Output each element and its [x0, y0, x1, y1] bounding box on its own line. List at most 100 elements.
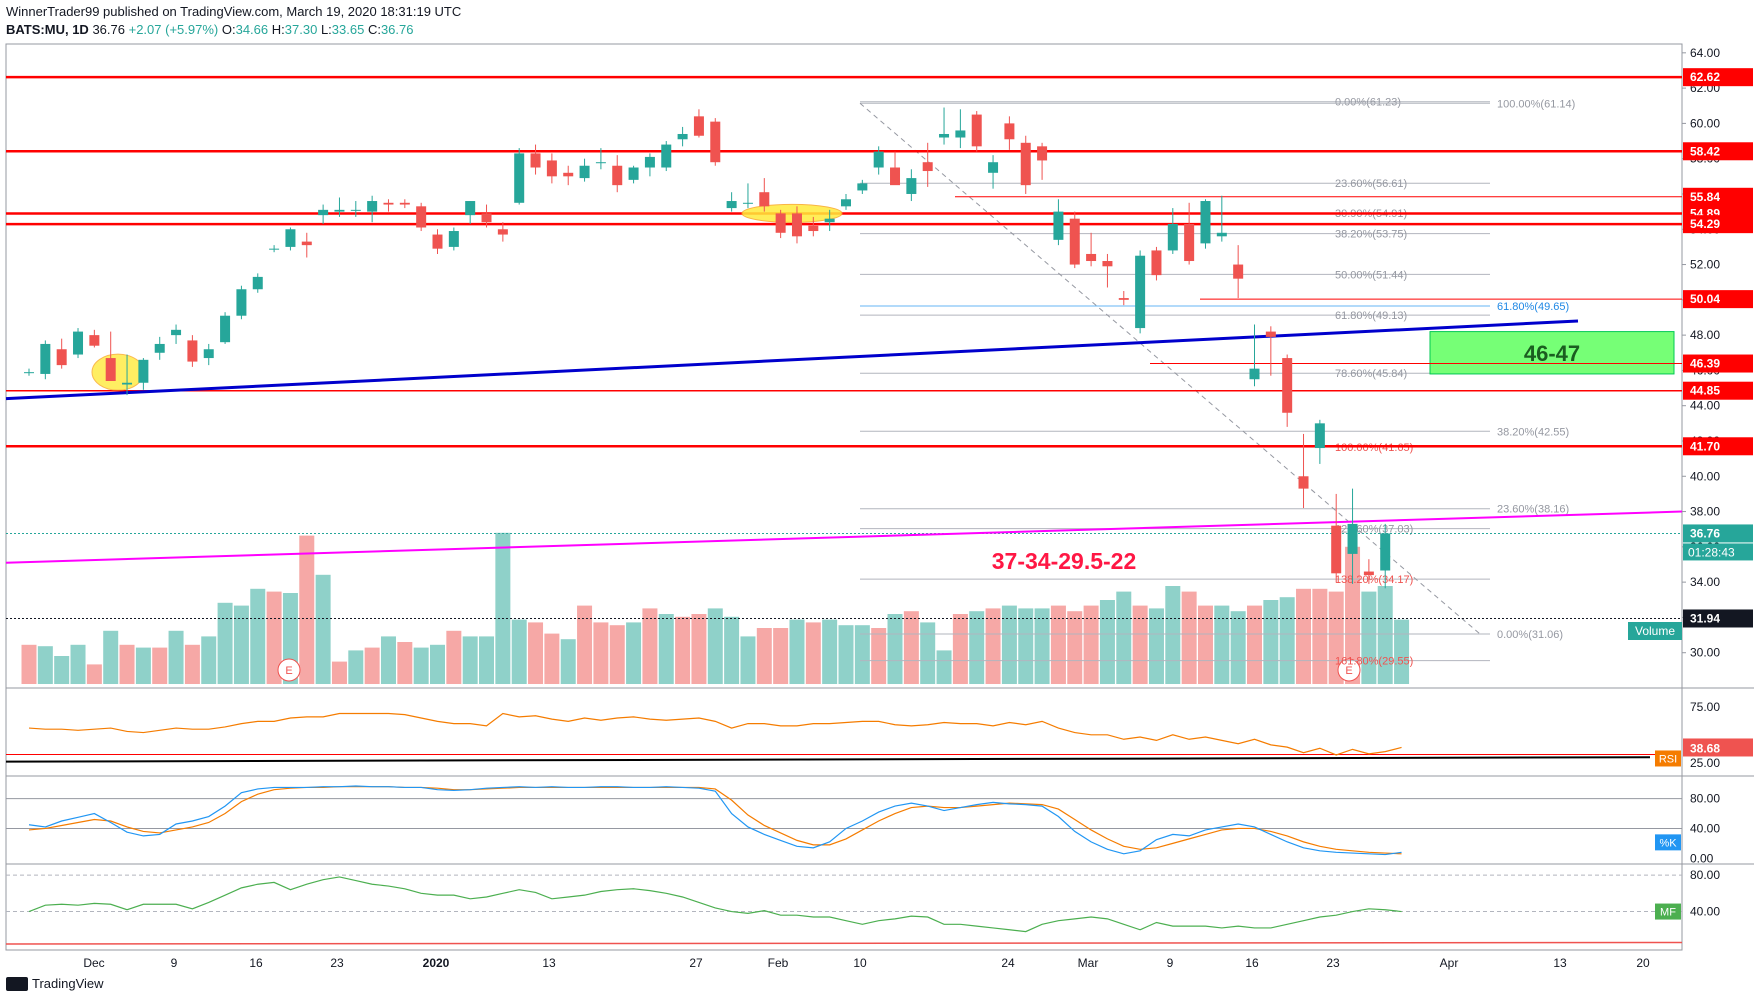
earnings-marker-1 — [1337, 658, 1361, 682]
rsi-tick-label-0: 75.00 — [1690, 700, 1720, 714]
candle-body — [873, 151, 884, 168]
level-axis-tag — [1683, 524, 1753, 543]
time-tick-label-8: 10 — [853, 956, 867, 970]
volume-bar — [1132, 605, 1148, 684]
candle-body — [530, 153, 541, 168]
candle-body — [1314, 423, 1325, 449]
volume-bar — [1230, 611, 1246, 684]
candle-body — [481, 213, 492, 223]
volume-bar — [969, 611, 985, 684]
volume-bar — [854, 625, 870, 684]
volume-bar — [86, 664, 102, 684]
volume-bar — [1099, 600, 1115, 684]
volume-bar — [1067, 611, 1083, 684]
volume-label-tag — [1628, 622, 1682, 640]
candle-body — [122, 382, 133, 385]
fib-retracement-1: 0.00%(61.23)23.60%(56.61)30.90%(54.91)38… — [860, 97, 1490, 668]
candle-body — [906, 178, 917, 194]
target-zone-label: 46-47 — [1524, 341, 1580, 366]
volume-bar — [1394, 619, 1410, 684]
volume-bar — [593, 622, 609, 684]
volume-bar — [446, 630, 462, 684]
volume-bar — [1214, 605, 1230, 684]
candle-body — [1118, 298, 1129, 300]
volume-bar — [1034, 608, 1050, 684]
candle-body — [187, 340, 198, 362]
volume-bar — [887, 614, 903, 684]
volume-bar — [348, 650, 364, 684]
earnings-marker-label-0: E — [285, 665, 292, 677]
volume-bar — [740, 636, 756, 684]
level-axis-tag-label: 44.85 — [1690, 384, 1720, 398]
candle-body — [220, 315, 231, 343]
volume-bar — [822, 619, 838, 684]
earnings-marker-label-1: E — [1345, 665, 1352, 677]
candle-body — [89, 335, 100, 346]
candle-body — [726, 201, 737, 209]
volume-bar — [37, 646, 53, 684]
time-tick-label-1: 9 — [171, 956, 178, 970]
rsi-label: RSI — [1659, 753, 1677, 765]
volume-bar — [397, 642, 413, 684]
symbol-header: BATS:MU, 1D 36.76 +2.07 (+5.97%) O:34.66… — [6, 22, 414, 37]
volume-bar — [871, 628, 887, 684]
stoch-label-tag — [1655, 834, 1681, 851]
price-tick-label-6: 52.00 — [1690, 258, 1720, 272]
level-axis-tag — [1683, 215, 1753, 234]
volume-bar — [560, 639, 576, 684]
countdown-tag — [1683, 543, 1753, 561]
candle-body — [759, 192, 770, 207]
level-axis-tag-label: 46.39 — [1690, 357, 1720, 371]
mf-line — [28, 876, 1402, 933]
candle-body — [546, 160, 557, 177]
stoch-tick-label-1: 40.00 — [1690, 821, 1720, 835]
volume-bar — [1361, 591, 1377, 684]
candle-body — [1380, 533, 1391, 571]
tradingview-footer: TradingView — [6, 976, 104, 991]
stoch-tick-label-2: 0.00 — [1690, 851, 1714, 865]
candle-body — [269, 248, 280, 250]
level-axis-tag-label: 31.94 — [1690, 611, 1720, 625]
candle-body — [1151, 250, 1162, 276]
time-tick-label-6: 27 — [689, 956, 703, 970]
mf-tick-label-1: 40.00 — [1690, 905, 1720, 919]
chart-frame — [5, 43, 1683, 951]
fib2-level-label: 38.20%(42.55) — [1497, 426, 1569, 438]
volume-bar — [920, 622, 936, 684]
candle-body — [40, 343, 51, 374]
volume-bar — [233, 605, 249, 684]
high-value: 37.30 — [284, 22, 318, 37]
time-tick-label-4: 2020 — [423, 956, 450, 970]
volume-bar — [675, 616, 691, 684]
level-axis-tag — [1683, 187, 1753, 206]
fib1-level-label: 38.20%(53.75) — [1335, 229, 1407, 241]
level-axis-tag-label: 58.42 — [1690, 144, 1720, 158]
candle-body — [56, 349, 67, 366]
volume-bar — [299, 535, 315, 684]
volume-label: Volume — [1635, 624, 1675, 638]
candle-body — [791, 213, 802, 237]
time-tick-label-14: Apr — [1440, 956, 1459, 970]
candle-body — [24, 372, 34, 374]
time-tick-label-12: 16 — [1245, 956, 1259, 970]
candle-body — [1282, 358, 1293, 413]
time-tick-label-15: 13 — [1553, 956, 1567, 970]
level-axis-tag-label: 41.70 — [1690, 439, 1720, 453]
price-tick-label-17: 30.00 — [1690, 646, 1720, 660]
fib1-level-label: 0.00%(61.23) — [1335, 97, 1401, 109]
volume-bar — [152, 647, 168, 684]
level-axis-tag — [1683, 354, 1753, 373]
stoch-tick-label-0: 80.00 — [1690, 792, 1720, 806]
volume-bar — [21, 644, 37, 684]
countdown-label: 01:28:43 — [1688, 545, 1735, 559]
volume-bar — [266, 591, 282, 684]
volume-bar — [642, 608, 658, 684]
magenta-trendline — [5, 510, 1683, 564]
candle-body — [563, 172, 574, 177]
time-tick-label-9: 24 — [1001, 956, 1015, 970]
level-axis-tag — [1683, 437, 1753, 456]
candle-body — [939, 133, 950, 138]
candle-body — [514, 153, 525, 203]
volume-bar — [479, 636, 495, 684]
